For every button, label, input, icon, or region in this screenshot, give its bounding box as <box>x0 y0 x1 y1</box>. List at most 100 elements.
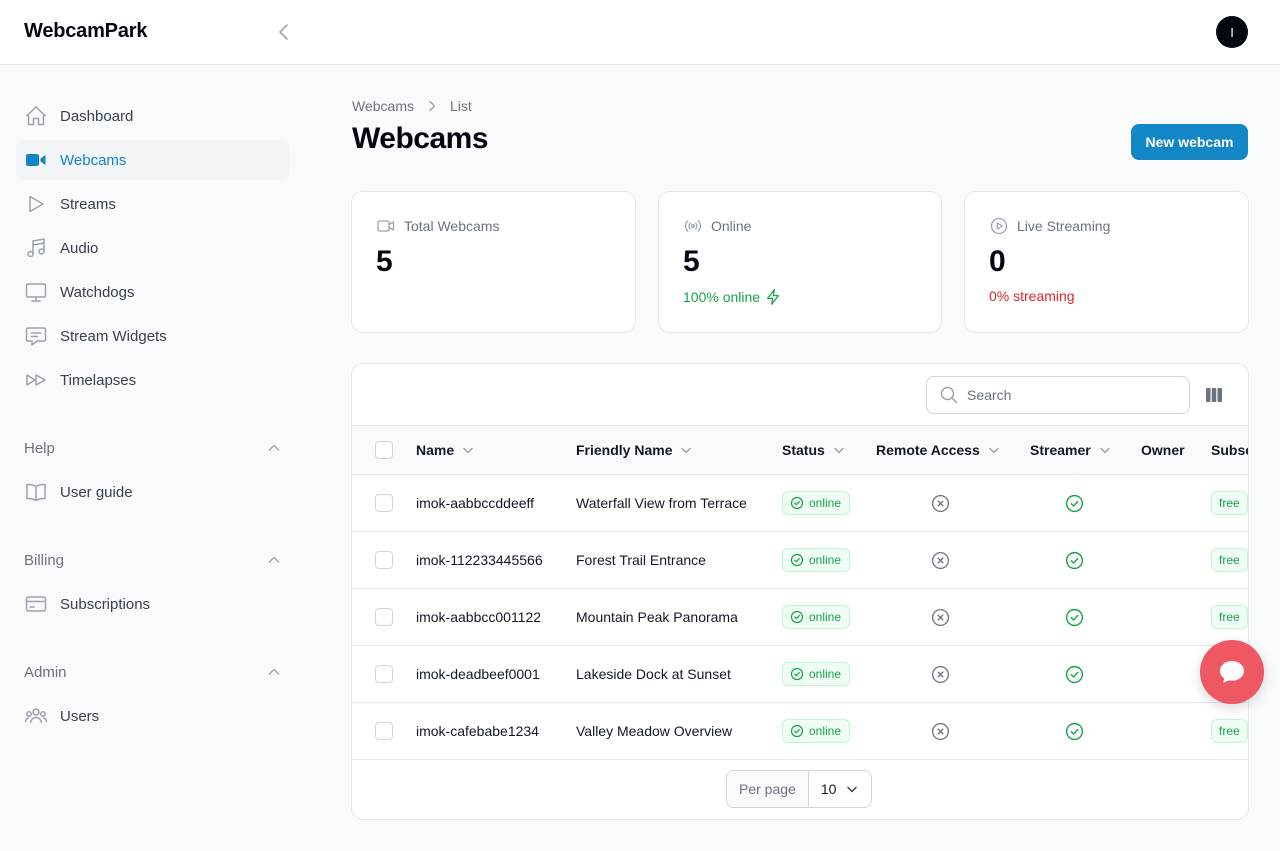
cell-subscription: free <box>1211 703 1248 759</box>
column-header-status[interactable]: Status <box>782 426 847 474</box>
chat-bubble-icon <box>24 324 48 348</box>
sidebar: Dashboard Webcams Streams Audio Watchdog… <box>0 65 306 725</box>
sidebar-item-label: Webcams <box>60 151 127 169</box>
sidebar-item-dashboard[interactable]: Dashboard <box>16 96 290 136</box>
stat-value: 5 <box>683 245 700 278</box>
column-header-name[interactable]: Name <box>416 426 476 474</box>
table-row[interactable]: imok-112233445566 Forest Trail Entrance … <box>352 532 1248 589</box>
sidebar-item-label: Watchdogs <box>60 283 135 301</box>
play-circle-icon <box>989 216 1009 236</box>
per-page-select[interactable]: 10 <box>809 771 871 807</box>
row-checkbox[interactable] <box>375 608 393 626</box>
sidebar-item-label: Streams <box>60 195 116 213</box>
user-avatar[interactable]: I <box>1216 16 1248 48</box>
subscription-badge: free <box>1211 491 1248 515</box>
table-row[interactable]: imok-aabbccddeeff Waterfall View from Te… <box>352 475 1248 532</box>
column-header-label: Owner <box>1141 442 1185 458</box>
forward-icon <box>24 368 48 392</box>
sidebar-item-streams[interactable]: Streams <box>16 184 290 224</box>
status-badge: online <box>782 491 851 515</box>
subscription-badge: free <box>1211 548 1248 572</box>
status-badge: online <box>782 662 851 686</box>
subscription-badge: free <box>1211 719 1248 743</box>
cell-name: imok-cafebabe1234 <box>416 723 539 739</box>
column-header-friendly-name[interactable]: Friendly Name <box>576 426 694 474</box>
chevron-left-icon <box>272 20 296 44</box>
collapse-sidebar-button[interactable] <box>272 20 296 44</box>
cell-subscription: free <box>1211 589 1248 645</box>
stat-card-live-streaming: Live Streaming 0 0% streaming <box>964 191 1249 333</box>
search-icon <box>939 385 959 405</box>
cell-name: imok-aabbccddeeff <box>416 495 535 511</box>
sidebar-item-user-guide[interactable]: User guide <box>16 472 290 512</box>
select-all-checkbox[interactable] <box>375 441 393 459</box>
check-circle-icon <box>790 667 804 681</box>
chevron-up-icon <box>266 440 282 456</box>
table-header: Name Friendly Name Status Remote Access … <box>352 425 1248 475</box>
cell-subscription: free <box>1211 475 1248 531</box>
chevron-down-icon <box>844 781 860 797</box>
video-camera-icon <box>376 216 396 236</box>
cell-status: online <box>782 532 851 588</box>
column-header-streamer[interactable]: Streamer <box>1030 426 1113 474</box>
signal-icon <box>683 216 703 236</box>
users-icon <box>24 704 48 725</box>
stat-card-total-webcams: Total Webcams 5 <box>351 191 636 333</box>
video-camera-icon <box>24 148 48 172</box>
sidebar-group-admin[interactable]: Admin <box>24 660 282 684</box>
row-checkbox[interactable] <box>375 665 393 683</box>
sidebar-item-timelapses[interactable]: Timelapses <box>16 360 290 400</box>
column-header-subscription[interactable]: Subscription <box>1211 426 1248 474</box>
support-chat-button[interactable] <box>1200 640 1264 704</box>
table-row[interactable]: imok-cafebabe1234 Valley Meadow Overview… <box>352 703 1248 760</box>
sidebar-group-help[interactable]: Help <box>24 436 282 460</box>
x-circle-icon <box>930 607 951 628</box>
new-webcam-button[interactable]: New webcam <box>1131 124 1248 160</box>
stat-description: 0% streaming <box>989 288 1224 304</box>
cell-name: imok-aabbcc001122 <box>416 609 542 625</box>
column-header-remote-access[interactable]: Remote Access <box>876 426 1002 474</box>
stat-description-text: 0% streaming <box>989 288 1075 304</box>
row-checkbox[interactable] <box>375 551 393 569</box>
sidebar-item-audio[interactable]: Audio <box>16 228 290 268</box>
sidebar-group-label: Admin <box>24 663 67 681</box>
page-title: Webcams <box>352 122 489 155</box>
status-badge: online <box>782 605 851 629</box>
search-input[interactable] <box>967 387 1167 403</box>
sidebar-item-webcams[interactable]: Webcams <box>16 140 290 180</box>
sidebar-item-label: User guide <box>60 483 133 501</box>
cell-streamer <box>1064 703 1085 759</box>
sidebar-item-users[interactable]: Users <box>16 696 290 725</box>
sidebar-item-subscriptions[interactable]: Subscriptions <box>16 584 290 624</box>
row-checkbox[interactable] <box>375 722 393 740</box>
credit-card-icon <box>24 592 48 616</box>
search-field[interactable] <box>926 376 1190 414</box>
sidebar-item-stream-widgets[interactable]: Stream Widgets <box>16 316 290 356</box>
brand-logo[interactable]: WebcamPark <box>24 20 148 42</box>
cell-friendly-name: Valley Meadow Overview <box>576 723 733 739</box>
toggle-columns-button[interactable] <box>1204 385 1224 405</box>
stat-description-text: 100% online <box>683 289 761 305</box>
check-circle-icon <box>790 610 804 624</box>
sidebar-group-billing[interactable]: Billing <box>24 548 282 572</box>
sidebar-item-label: Users <box>60 707 100 725</box>
cell-streamer <box>1064 589 1085 645</box>
status-badge: online <box>782 719 851 743</box>
sidebar-item-watchdogs[interactable]: Watchdogs <box>16 272 290 312</box>
check-circle-icon <box>790 553 804 567</box>
stat-label: Total Webcams <box>404 218 500 234</box>
top-bar: WebcamPark I <box>0 0 1280 65</box>
cell-remote-access <box>930 475 951 531</box>
x-circle-icon <box>930 493 951 514</box>
sidebar-item-label: Stream Widgets <box>60 327 167 345</box>
x-circle-icon <box>930 721 951 742</box>
home-icon <box>24 104 48 128</box>
table-row[interactable]: imok-deadbeef0001 Lakeside Dock at Sunse… <box>352 646 1248 703</box>
column-header-label: Subscription <box>1211 442 1248 458</box>
stat-value: 0 <box>989 245 1006 278</box>
chevron-down-icon <box>986 442 1002 458</box>
view-columns-icon <box>1204 385 1224 405</box>
table-row[interactable]: imok-aabbcc001122 Mountain Peak Panorama… <box>352 589 1248 646</box>
breadcrumb-webcams-link[interactable]: Webcams <box>352 98 414 114</box>
row-checkbox[interactable] <box>375 494 393 512</box>
